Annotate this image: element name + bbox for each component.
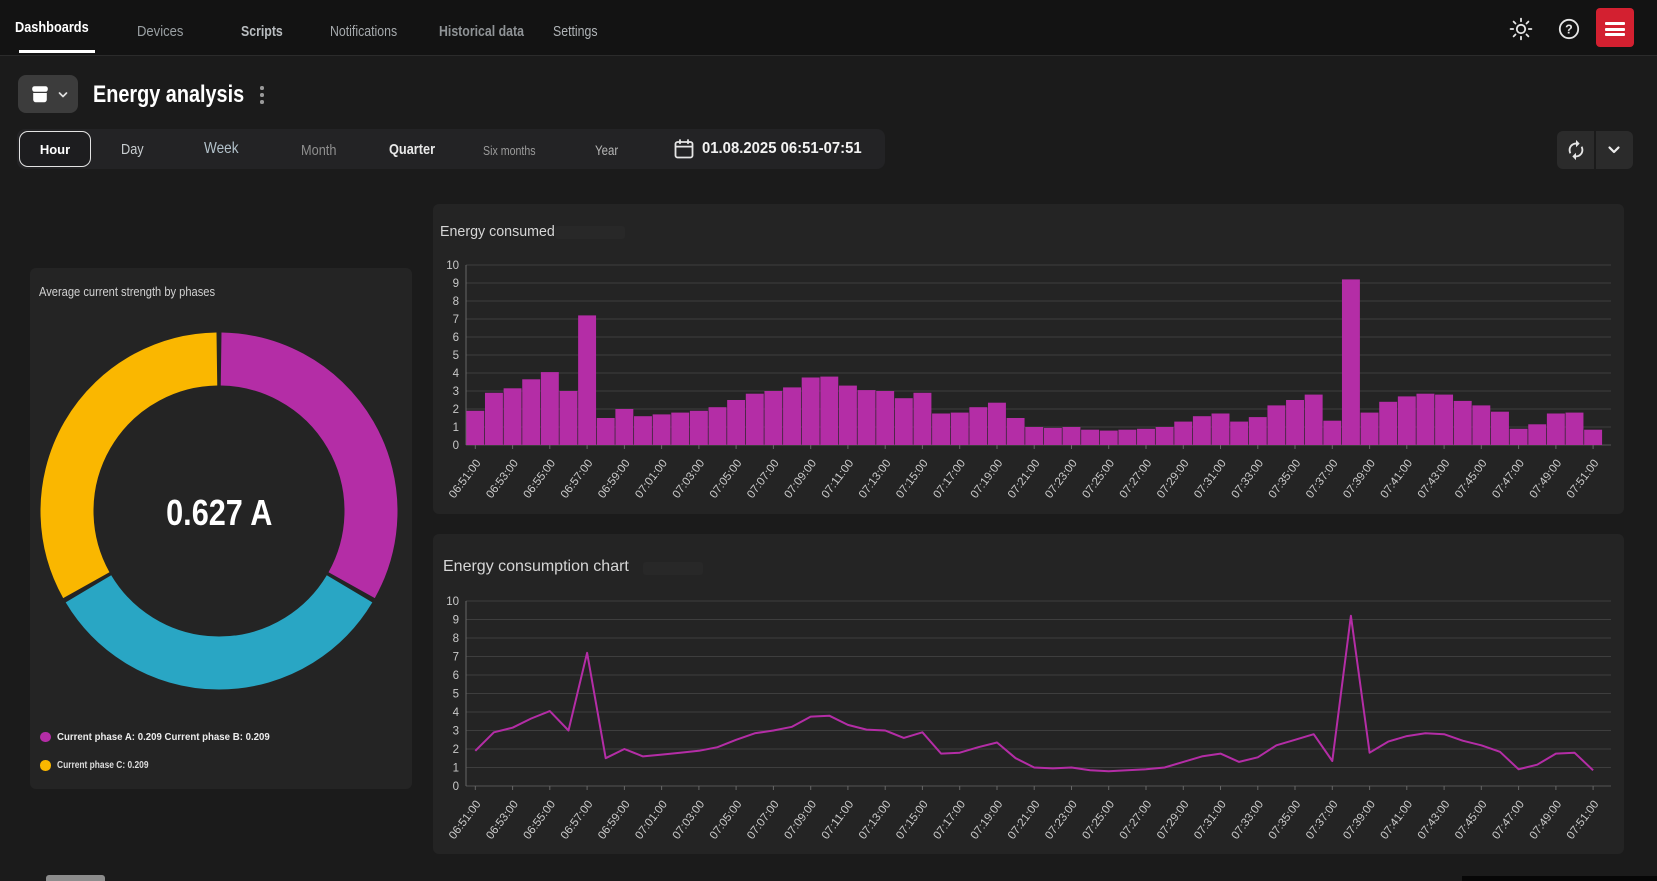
svg-text:07:27:00: 07:27:00 — [1118, 458, 1155, 501]
svg-text:3: 3 — [453, 726, 459, 738]
svg-text:07:35:00: 07:35:00 — [1267, 799, 1304, 842]
svg-text:4: 4 — [453, 707, 460, 719]
svg-text:07:05:00: 07:05:00 — [708, 799, 745, 842]
svg-text:6: 6 — [453, 670, 459, 682]
svg-text:10: 10 — [446, 596, 459, 608]
svg-text:0: 0 — [453, 440, 459, 452]
svg-text:07:21:00: 07:21:00 — [1006, 799, 1043, 842]
svg-text:4: 4 — [453, 368, 460, 380]
svg-text:07:19:00: 07:19:00 — [969, 458, 1006, 501]
svg-text:07:43:00: 07:43:00 — [1416, 458, 1453, 501]
svg-text:07:49:00: 07:49:00 — [1528, 458, 1565, 501]
svg-text:07:25:00: 07:25:00 — [1080, 458, 1117, 501]
svg-text:2: 2 — [453, 404, 459, 416]
svg-text:07:09:00: 07:09:00 — [782, 799, 819, 842]
svg-text:10: 10 — [446, 260, 459, 272]
svg-text:07:41:00: 07:41:00 — [1379, 799, 1416, 842]
svg-text:07:41:00: 07:41:00 — [1379, 458, 1416, 501]
svg-text:07:23:00: 07:23:00 — [1043, 458, 1080, 501]
svg-text:07:45:00: 07:45:00 — [1453, 799, 1490, 842]
svg-text:07:29:00: 07:29:00 — [1155, 458, 1192, 501]
svg-text:07:03:00: 07:03:00 — [671, 458, 708, 501]
svg-text:07:23:00: 07:23:00 — [1043, 799, 1080, 842]
svg-text:06:53:00: 06:53:00 — [484, 799, 521, 842]
svg-text:9: 9 — [453, 278, 459, 290]
svg-text:7: 7 — [453, 652, 459, 664]
svg-text:3: 3 — [453, 386, 459, 398]
svg-text:07:11:00: 07:11:00 — [820, 458, 857, 501]
svg-text:07:35:00: 07:35:00 — [1267, 458, 1304, 501]
svg-text:07:49:00: 07:49:00 — [1528, 799, 1565, 842]
svg-text:8: 8 — [453, 633, 459, 645]
svg-text:0: 0 — [453, 781, 459, 793]
svg-text:07:31:00: 07:31:00 — [1192, 799, 1229, 842]
svg-text:07:27:00: 07:27:00 — [1118, 799, 1155, 842]
svg-text:07:39:00: 07:39:00 — [1341, 458, 1378, 501]
svg-text:07:25:00: 07:25:00 — [1080, 799, 1117, 842]
svg-text:06:51:00: 06:51:00 — [447, 458, 484, 501]
svg-text:07:51:00: 07:51:00 — [1565, 799, 1602, 842]
svg-text:07:39:00: 07:39:00 — [1341, 799, 1378, 842]
svg-text:07:09:00: 07:09:00 — [782, 458, 819, 501]
svg-text:5: 5 — [453, 350, 459, 362]
svg-text:6: 6 — [453, 332, 459, 344]
svg-text:06:59:00: 06:59:00 — [596, 458, 633, 501]
svg-text:1: 1 — [453, 422, 459, 434]
svg-text:06:57:00: 06:57:00 — [559, 799, 596, 842]
svg-text:07:43:00: 07:43:00 — [1416, 799, 1453, 842]
svg-text:07:17:00: 07:17:00 — [931, 799, 968, 842]
svg-text:07:33:00: 07:33:00 — [1230, 458, 1267, 501]
svg-text:1: 1 — [453, 763, 459, 775]
svg-text:07:15:00: 07:15:00 — [894, 458, 931, 501]
svg-text:07:31:00: 07:31:00 — [1192, 458, 1229, 501]
svg-text:07:01:00: 07:01:00 — [633, 799, 670, 842]
svg-text:07:47:00: 07:47:00 — [1490, 458, 1527, 501]
svg-text:07:11:00: 07:11:00 — [820, 799, 857, 842]
svg-text:06:55:00: 06:55:00 — [522, 458, 559, 501]
svg-text:2: 2 — [453, 744, 459, 756]
svg-text:07:33:00: 07:33:00 — [1230, 799, 1267, 842]
svg-text:06:59:00: 06:59:00 — [596, 799, 633, 842]
svg-text:07:37:00: 07:37:00 — [1304, 458, 1341, 501]
svg-text:07:47:00: 07:47:00 — [1490, 799, 1527, 842]
svg-text:07:13:00: 07:13:00 — [857, 458, 894, 501]
svg-text:07:29:00: 07:29:00 — [1155, 799, 1192, 842]
svg-text:06:57:00: 06:57:00 — [559, 458, 596, 501]
svg-text:06:51:00: 06:51:00 — [447, 799, 484, 842]
svg-text:06:53:00: 06:53:00 — [484, 458, 521, 501]
svg-text:07:03:00: 07:03:00 — [671, 799, 708, 842]
svg-text:07:07:00: 07:07:00 — [745, 799, 782, 842]
svg-text:06:55:00: 06:55:00 — [522, 799, 559, 842]
svg-text:7: 7 — [453, 314, 459, 326]
svg-text:07:51:00: 07:51:00 — [1565, 458, 1602, 501]
svg-text:?: ? — [1565, 22, 1573, 36]
svg-text:07:45:00: 07:45:00 — [1453, 458, 1490, 501]
svg-text:07:15:00: 07:15:00 — [894, 799, 931, 842]
svg-text:07:01:00: 07:01:00 — [633, 458, 670, 501]
svg-text:07:37:00: 07:37:00 — [1304, 799, 1341, 842]
svg-text:07:05:00: 07:05:00 — [708, 458, 745, 501]
svg-text:07:19:00: 07:19:00 — [969, 799, 1006, 842]
svg-text:8: 8 — [453, 296, 459, 308]
svg-text:5: 5 — [453, 689, 459, 701]
svg-text:07:17:00: 07:17:00 — [931, 458, 968, 501]
svg-text:07:07:00: 07:07:00 — [745, 458, 782, 501]
svg-text:9: 9 — [453, 615, 459, 627]
svg-text:07:21:00: 07:21:00 — [1006, 458, 1043, 501]
svg-text:07:13:00: 07:13:00 — [857, 799, 894, 842]
